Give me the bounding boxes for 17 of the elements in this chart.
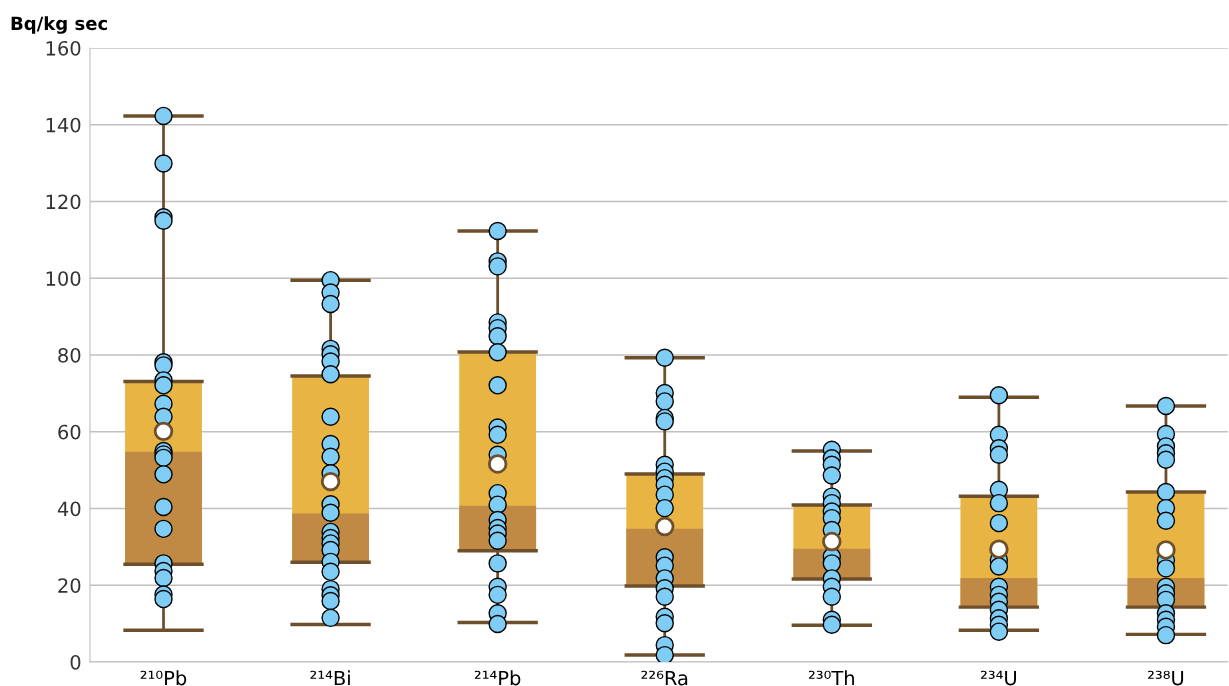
y-tick-label: 140 [46, 117, 81, 133]
y-tick-label: 40 [57, 501, 81, 517]
x-tick-label: ²³⁴U [980, 670, 1016, 686]
x-tick-label: ²¹⁴Pb [474, 670, 521, 686]
x-tick-label: ²³⁰Th [808, 670, 854, 686]
x-tick-label: ²¹⁰Pb [140, 670, 187, 686]
y-tick-label: 160 [46, 40, 81, 56]
y-tick-label: 120 [46, 194, 81, 210]
y-tick-label: 0 [70, 654, 81, 670]
y-tick-label: 80 [58, 347, 81, 363]
y-tick-label: 60 [58, 424, 81, 440]
x-tick-label: ²³⁸U [1148, 670, 1184, 686]
y-tick-label: 100 [46, 271, 81, 286]
y-tick-label: 20 [58, 578, 81, 593]
x-tick-label: ²²⁶Ra [641, 670, 688, 686]
x-tick-label: ²¹⁴Bi [310, 670, 350, 686]
y-axis-title: Bq/kg sec [11, 16, 107, 34]
